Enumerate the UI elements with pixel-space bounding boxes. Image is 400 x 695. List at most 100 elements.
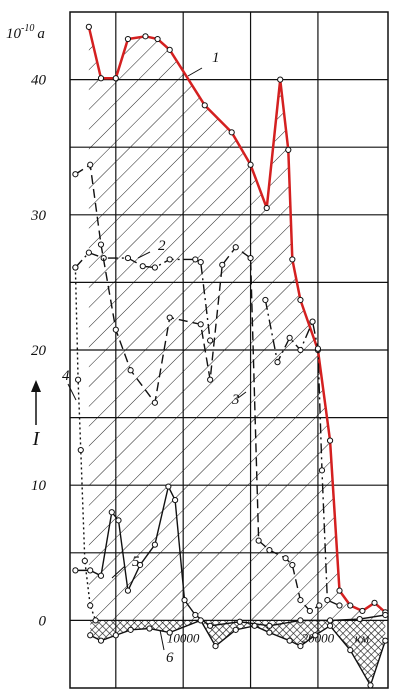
data-point <box>92 617 99 624</box>
data-point <box>228 129 235 136</box>
data-point <box>336 587 343 594</box>
data-point <box>115 517 122 524</box>
data-point <box>124 587 132 594</box>
data-point <box>77 446 84 454</box>
curve-label: 5 <box>132 554 140 570</box>
data-point <box>262 296 269 304</box>
data-point <box>371 599 378 606</box>
data-point <box>326 617 334 624</box>
data-point <box>306 607 313 615</box>
curve-label: 6 <box>166 650 174 666</box>
data-point <box>112 632 119 639</box>
data-point <box>85 249 92 256</box>
data-point <box>347 602 354 609</box>
data-point <box>127 367 134 374</box>
curve-label-leader <box>137 251 151 259</box>
data-point <box>97 241 105 248</box>
curve-label: 1 <box>212 50 220 66</box>
data-point <box>286 334 293 341</box>
data-point <box>192 256 199 263</box>
curve-label-leader <box>187 67 203 77</box>
data-point <box>151 541 158 548</box>
data-point <box>166 314 173 321</box>
data-point <box>72 567 79 574</box>
data-point <box>197 321 204 328</box>
data-point <box>201 102 208 109</box>
data-point <box>382 637 389 644</box>
data-point <box>197 259 204 266</box>
data-point <box>166 256 173 263</box>
data-point <box>232 244 239 251</box>
data-point <box>266 546 273 554</box>
data-point <box>236 618 243 625</box>
data-point <box>72 171 79 178</box>
data-point <box>87 632 94 639</box>
data-point <box>232 626 239 633</box>
data-point <box>87 567 94 574</box>
data-point <box>124 35 132 43</box>
data-point <box>97 572 105 579</box>
data-point <box>136 561 144 569</box>
data-point <box>207 376 214 383</box>
data-point <box>289 256 296 263</box>
curve-label-leader <box>67 383 77 401</box>
data-point <box>127 626 134 633</box>
y-unit-base: 10 <box>6 26 22 42</box>
data-point <box>277 76 284 83</box>
data-point <box>318 467 326 474</box>
data-point <box>285 146 292 154</box>
data-point <box>347 647 354 654</box>
data-point <box>212 642 219 650</box>
hatched-area <box>88 26 386 621</box>
data-point <box>74 376 82 383</box>
data-point <box>166 46 173 53</box>
data-point <box>312 632 319 639</box>
data-point <box>146 625 153 632</box>
data-point <box>87 161 94 168</box>
data-point <box>316 602 323 609</box>
data-point <box>286 637 293 644</box>
x-unit: км <box>355 630 369 645</box>
data-point <box>297 617 304 624</box>
data-point <box>289 561 296 569</box>
data-point <box>192 611 199 619</box>
data-point <box>297 597 304 604</box>
data-point <box>282 555 289 562</box>
curve-label: 4 <box>62 368 70 384</box>
data-point <box>266 629 273 636</box>
data-point <box>266 622 273 629</box>
y-unit: 10-10 a <box>6 23 45 42</box>
series-line <box>87 26 387 614</box>
data-point <box>297 642 304 650</box>
curve-label-leader <box>237 391 247 399</box>
data-point <box>359 607 366 615</box>
data-point <box>166 629 173 636</box>
data-point <box>172 496 179 504</box>
data-point <box>382 611 389 619</box>
data-point <box>274 359 281 366</box>
data-point <box>356 615 363 623</box>
data-point <box>251 622 258 629</box>
y-unit-exponent: -10 <box>21 23 34 34</box>
y-tick-label: 30 <box>30 208 47 224</box>
data-point <box>219 261 226 268</box>
data-point <box>207 337 214 344</box>
data-point <box>314 345 322 352</box>
curve-label: 2 <box>158 238 166 254</box>
data-point <box>197 617 204 624</box>
y-tick-label: 0 <box>39 613 47 629</box>
curve-label: 3 <box>231 392 240 408</box>
data-point <box>255 537 262 544</box>
data-point <box>336 602 343 609</box>
data-point <box>297 296 304 304</box>
data-point <box>85 23 92 30</box>
crosshatched-area <box>90 620 386 686</box>
y-tick-label: 40 <box>31 73 47 89</box>
data-point <box>151 399 158 406</box>
y-tick-label: 20 <box>31 343 47 359</box>
data-point <box>263 204 270 212</box>
data-point <box>154 35 161 43</box>
data-point <box>181 597 188 604</box>
data-point <box>72 264 79 271</box>
